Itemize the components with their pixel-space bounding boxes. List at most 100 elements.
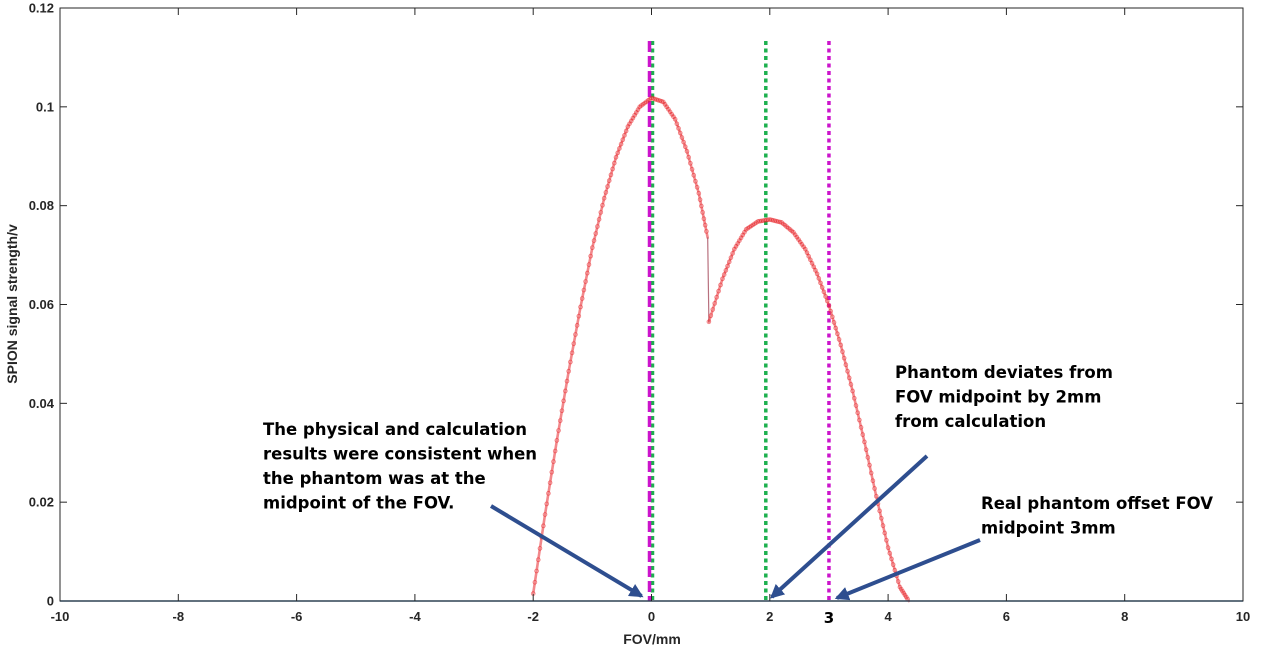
signal-point [608,172,614,178]
ticks-layer: -10 -8 -6 -4 -2 0 2 4 6 8 10 0 0.02 0.04 0.06 0.08 0.1 0.… [29,1,1251,625]
signal-point [578,304,583,310]
signal-point [564,378,570,384]
signal-point [697,197,703,202]
signal-point [811,264,817,270]
signal-point [590,245,595,250]
signal-point [884,537,889,543]
signal-point [615,150,620,156]
signal-point [584,270,590,276]
signal-point [674,121,680,127]
signal-point [679,135,685,140]
extra-ticks: 3 [824,609,834,627]
x-tick-label: 8 [1121,609,1128,624]
signal-point [831,320,837,325]
signal-point [593,231,599,236]
signal-point [672,116,678,122]
signal-point [581,287,587,293]
signal-point [867,462,872,468]
signal-point [862,439,867,445]
signal-point [872,486,877,491]
y-tick-label: 0.08 [29,198,54,213]
signal-point [877,508,882,514]
signal-point [895,579,901,584]
signal-point [688,161,693,166]
signal-point [537,546,543,551]
signal-point [860,432,866,437]
signal-point [598,210,604,215]
signal-point [804,250,810,255]
signal-point [857,417,862,423]
signal-point [677,130,683,136]
signal-point [617,146,622,151]
x-tick-label: 10 [1236,609,1250,624]
annotation-arrow-3 [834,538,981,601]
annotation-line: Real phantom offset FOV [981,494,1213,513]
signal-point [574,323,580,328]
signal-point [723,268,729,273]
signal-point [532,579,538,585]
signal-point [830,314,835,320]
signal-point [848,382,854,387]
signal-point [559,408,565,414]
signal-point [557,418,563,423]
signal-point [823,294,828,299]
signal-point [806,253,811,259]
signal-point [681,139,686,145]
signal-point [765,217,771,223]
signal-point [701,216,707,222]
signal-point [612,160,617,166]
signal-point [704,229,709,234]
signal-point [846,375,852,381]
x-tick-label: -6 [291,609,303,624]
annotation-line: the phantom was at the [263,469,486,488]
signal-point [808,257,813,263]
signal-point [591,238,597,243]
signal-point [870,478,876,484]
signal-point [689,167,695,172]
signal-point [571,341,577,346]
signal-point [618,141,624,147]
signal-point [622,133,627,138]
signal-point [696,191,702,196]
signal-point [714,294,719,300]
signal-point [730,251,735,256]
signal-point [728,255,734,260]
signal-point [840,349,845,354]
signal-point [818,280,823,286]
signal-point [863,447,869,452]
signal-point [880,523,886,528]
signal-point [889,556,894,562]
signal-point [586,262,592,267]
signal-point [583,279,588,284]
annotation-line: from calculation [895,412,1046,431]
signal-point [836,337,842,342]
signal-point [835,331,840,337]
y-tick-label: 0.06 [29,297,54,312]
signal-point [682,144,688,150]
annotation-arrow-1 [489,504,644,598]
signal-point [853,403,859,408]
signal-point [721,272,727,277]
signal-point [851,395,857,401]
signal-point [676,126,681,131]
signal-point [816,276,822,281]
signal-point [549,469,555,475]
signal-point [712,301,718,306]
signal-point [700,210,705,215]
signal-point [809,260,815,266]
signal-point [556,428,561,433]
signal-point [868,470,874,476]
y-tick-label: 0.02 [29,495,54,510]
signal-point [551,459,556,464]
annotation-line: midpoint 3mm [981,519,1116,538]
annotation-arrow-2 [770,454,929,599]
signal-point [684,149,690,154]
signal-point [534,568,539,574]
signal-point [882,530,888,536]
signal-point [708,313,714,318]
signal-point [579,296,585,301]
x-tick-label: -4 [409,609,421,624]
signal-point [600,203,605,208]
signal-point [892,567,898,573]
